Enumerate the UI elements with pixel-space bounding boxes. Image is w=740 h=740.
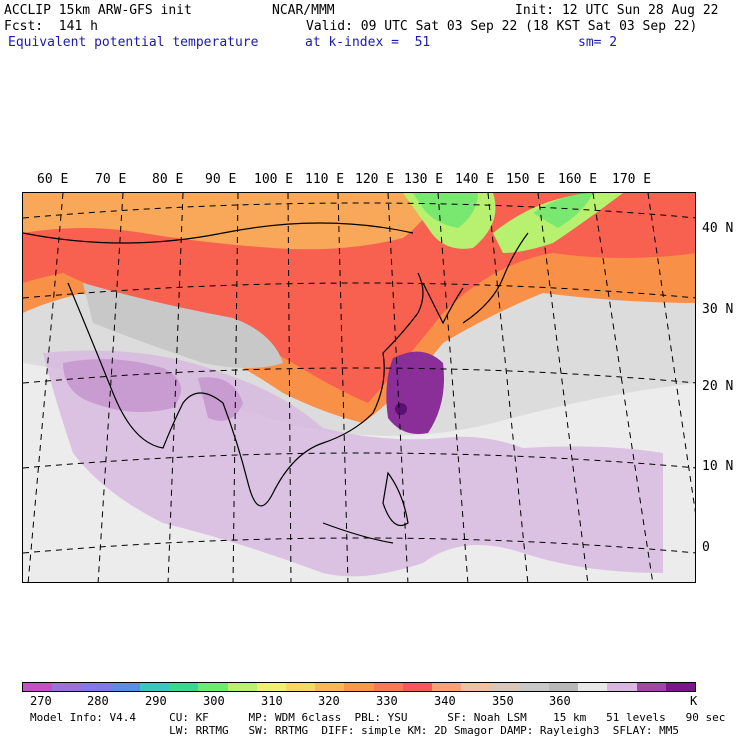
colorbar-tick: 300 — [203, 694, 225, 708]
north-cool-core — [533, 193, 593, 228]
colorbar-tick: 320 — [318, 694, 340, 708]
lon-label: 60 E — [37, 172, 69, 187]
cool-field — [413, 193, 478, 228]
colorbar-swatch — [256, 683, 286, 691]
model-info-line2: LW: RRTMG SW: RRTMG DIFF: simple KM: 2D … — [30, 724, 680, 737]
graticule — [23, 193, 695, 582]
colorbar-swatch — [81, 683, 111, 691]
lon-label: 120 E — [355, 172, 395, 187]
colorbar-tick: 360 — [549, 694, 571, 708]
colorbar-swatch — [490, 683, 520, 691]
colorbar-tick: 280 — [87, 694, 109, 708]
colorbar-swatch — [636, 683, 666, 691]
lon-label: 100 E — [254, 172, 294, 187]
colorbar-tick: 350 — [492, 694, 514, 708]
model-title: ACCLIP 15km ARW-GFS init — [4, 3, 192, 18]
colorbar-swatch — [402, 683, 433, 691]
lat-label: 40 N — [702, 221, 734, 236]
field-name: Equivalent potential temperature — [8, 35, 259, 50]
model-info-line1: Model Info: V4.4 CU: KF MP: WDM 6class P… — [30, 711, 726, 724]
lon-label: 130 E — [404, 172, 444, 187]
theta-e-map — [22, 192, 696, 583]
lon-label: 70 E — [95, 172, 127, 187]
colorbar-swatch — [519, 683, 549, 691]
colorbar-swatch — [665, 683, 696, 691]
colorbar-swatch — [23, 683, 53, 691]
forecast-hour: Fcst: 141 h — [4, 19, 98, 34]
colorbar-swatch — [548, 683, 579, 691]
lon-label: 140 E — [455, 172, 495, 187]
coastlines — [23, 222, 529, 544]
korea-coast — [422, 282, 464, 325]
colorbar-tick: 270 — [30, 694, 52, 708]
border-north — [23, 222, 414, 244]
lon-line — [647, 193, 695, 513]
institution-label: NCAR/MMM — [272, 3, 335, 18]
colorbar-swatch — [139, 683, 170, 691]
borneo-coast — [322, 522, 394, 544]
asia-coast — [67, 272, 424, 507]
colorbar-swatch — [461, 683, 491, 691]
valid-time: Valid: 09 UTC Sat 03 Sep 22 (18 KST Sat … — [306, 19, 698, 34]
colorbar-swatch — [52, 683, 82, 691]
lon-label: 160 E — [558, 172, 598, 187]
colorbar-tick: 340 — [434, 694, 456, 708]
colorbar-swatch — [315, 683, 345, 691]
init-time: Init: 12 UTC Sun 28 Aug 22 — [515, 3, 719, 18]
japan-coast — [462, 232, 529, 324]
colorbar-unit: K — [690, 694, 698, 708]
lat-label: 0 — [702, 540, 710, 555]
lon-label: 90 E — [205, 172, 237, 187]
philippines-coast — [382, 471, 409, 527]
colorbar-swatch — [373, 683, 403, 691]
plateau-field — [83, 283, 283, 368]
colorbar-swatch — [344, 683, 374, 691]
map-canvas — [23, 193, 695, 582]
lon-label: 170 E — [612, 172, 652, 187]
level-label: at k-index = 51 — [305, 35, 431, 50]
colorbar — [22, 682, 696, 692]
lat-label: 10 N — [702, 459, 734, 474]
lon-label: 150 E — [506, 172, 546, 187]
lat-label: 20 N — [702, 379, 734, 394]
colorbar-tick: 330 — [376, 694, 398, 708]
lon-label: 80 E — [152, 172, 184, 187]
colorbar-swatch — [285, 683, 316, 691]
colorbar-swatch — [432, 683, 462, 691]
typhoon-eye — [395, 403, 407, 415]
colorbar-swatch — [169, 683, 199, 691]
colorbar-tick: 290 — [145, 694, 167, 708]
colorbar-swatch — [198, 683, 228, 691]
smoothing-label: sm= 2 — [578, 35, 618, 50]
lon-label: 110 E — [305, 172, 345, 187]
moist-field — [43, 350, 663, 577]
colorbar-swatch — [578, 683, 608, 691]
colorbar-swatch — [227, 683, 257, 691]
colorbar-tick: 310 — [261, 694, 283, 708]
lat-label: 30 N — [702, 302, 734, 317]
colorbar-swatch — [607, 683, 637, 691]
colorbar-swatch — [110, 683, 140, 691]
